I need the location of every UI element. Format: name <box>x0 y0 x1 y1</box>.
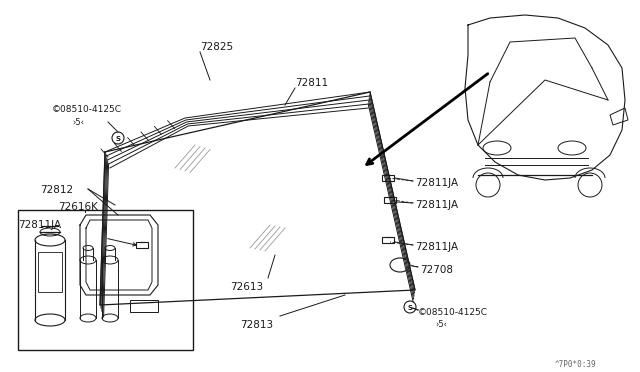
Text: ›5‹: ›5‹ <box>72 118 84 127</box>
Bar <box>382 237 394 243</box>
Text: 72812: 72812 <box>40 185 73 195</box>
Bar <box>18 210 193 350</box>
Bar <box>382 175 394 181</box>
Text: ^7P0*0:39: ^7P0*0:39 <box>555 360 596 369</box>
Text: 72616K: 72616K <box>58 202 98 212</box>
Text: ©08510-4125C: ©08510-4125C <box>52 105 122 114</box>
Text: ©08510-4125C: ©08510-4125C <box>418 308 488 317</box>
Text: 72813: 72813 <box>240 320 273 330</box>
Text: 72811JA: 72811JA <box>415 200 458 210</box>
Text: 72811JA: 72811JA <box>415 242 458 252</box>
Text: S: S <box>115 136 120 142</box>
Text: 72811JA: 72811JA <box>18 220 61 230</box>
Bar <box>136 242 148 248</box>
Text: 72613: 72613 <box>230 282 263 292</box>
Text: ›5‹: ›5‹ <box>435 320 447 329</box>
Text: 72708: 72708 <box>420 265 453 275</box>
Text: S: S <box>408 305 413 311</box>
Text: 72811JA: 72811JA <box>415 178 458 188</box>
Text: 72825: 72825 <box>200 42 233 52</box>
Bar <box>385 197 396 203</box>
Bar <box>130 300 158 312</box>
Bar <box>38 252 62 292</box>
Text: 72811: 72811 <box>295 78 328 88</box>
